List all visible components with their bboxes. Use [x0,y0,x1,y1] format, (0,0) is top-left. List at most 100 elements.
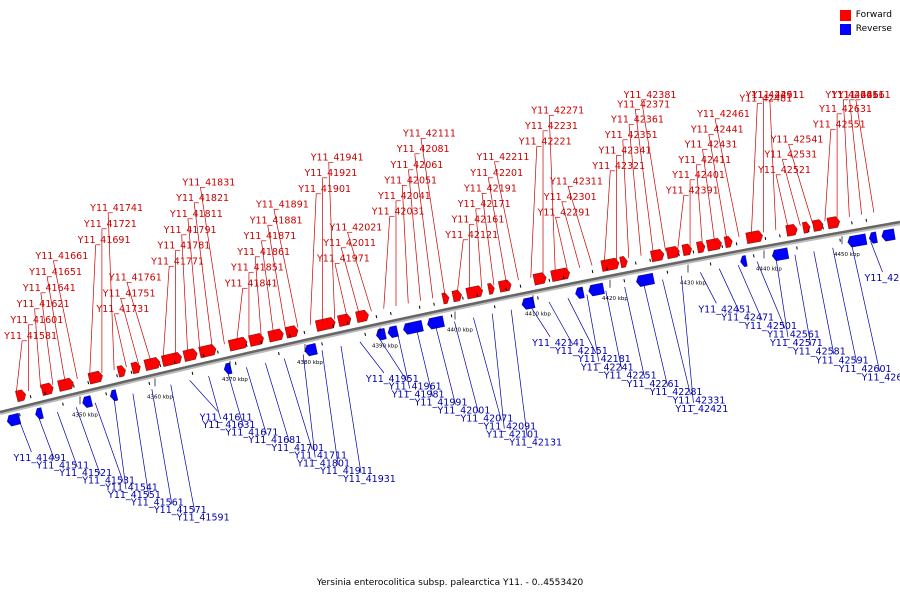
minor-tick [390,311,392,316]
reverse-gene-label: Y11_41511 [35,461,89,472]
minor-tick [364,332,367,336]
minor-tick [18,413,21,417]
forward-gene-label: Y11_42511 [751,90,805,101]
minor-tick [779,234,781,238]
minor-tick [822,226,824,230]
minor-ticks [18,218,868,417]
scale-label: 4350 kbp [72,412,98,418]
forward-callout-line [334,263,348,317]
reverse-gene-label: Y11_42131 [508,438,562,449]
reverse-gene-glyph [427,315,445,330]
reverse-gene-label: Y11_42091 [482,422,536,433]
minor-tick [537,296,539,300]
reverse-gene-label: Y11_42601 [838,364,892,375]
forward-gene-label: Y11_42221 [518,137,572,148]
reverse-gene-label: Y11_42071 [459,414,513,425]
reverse-gene-glyph [7,412,22,427]
minor-tick [649,258,651,262]
forward-gene-glyph [706,238,722,252]
forward-gene-label: Y11_41831 [181,177,235,188]
forward-gene-label: Y11_42491 [745,90,799,101]
minor-tick [692,250,695,254]
forward-gene-glyph [665,246,680,260]
minor-tick [130,370,133,374]
forward-callout-line [383,216,391,309]
forward-gene-glyph [650,249,665,263]
minor-tick [666,270,669,274]
minor-tick [303,330,306,335]
reverse-callout-line [359,341,385,374]
reverse-callout-line [378,337,408,381]
reverse-callout-line [113,398,127,490]
forward-callout-line [548,115,556,273]
forward-gene-glyph [619,256,628,269]
forward-gene-glyph [498,279,512,293]
minor-tick [851,221,853,225]
legend-reverse: Reverse [839,22,892,36]
minor-tick [807,228,810,233]
forward-gene-glyph [227,336,248,352]
reverse-gene-glyph [110,389,119,402]
forward-gene-glyph [785,224,798,237]
forward-gene-glyph [337,313,352,327]
forward-gene-label: Y11_41741 [89,203,143,214]
forward-gene-label: Y11_42341 [598,146,652,157]
forward-gene-label: Y11_41841 [224,278,278,289]
minor-tick [278,351,280,356]
forward-gene-glyph [681,243,692,256]
reverse-callout-line [340,345,362,474]
forward-gene-glyph [40,382,54,396]
forward-gene-label: Y11_42371 [616,99,670,110]
reverse-callout-line [397,333,411,389]
forward-gene-label: Y11_41941 [310,152,364,163]
reverse-callout-line [132,393,150,497]
reverse-callout-line [38,416,55,460]
forward-gene-label: Y11_41601 [9,315,63,326]
forward-gene-glyph [355,309,369,323]
forward-callout-line [475,208,483,288]
minor-tick [839,238,841,242]
forward-gene-glyph [550,267,570,282]
reverse-gene-glyph [636,272,655,287]
forward-gene-label: Y11_42481 [738,94,792,105]
reverse-callout-line [208,375,221,420]
minor-tick [709,262,712,266]
minor-tick [606,267,608,271]
forward-gene-label: Y11_41661 [34,251,88,262]
forward-gene-label: Y11_42661 [837,90,891,101]
forward-gene-glyph [696,241,706,254]
minor-tick [591,270,594,274]
reverse-gene-glyph [521,296,536,310]
forward-callout-line [347,232,372,312]
minor-tick [634,261,637,265]
forward-callout-line [187,218,201,350]
forward-callout-line [420,138,446,296]
reverse-callout-line [643,283,668,387]
forward-callout-line [34,308,41,388]
map-caption: Yersinia enterocolitica subsp. palearcti… [316,578,584,588]
forward-gene-label: Y11_41721 [83,219,137,230]
reverse-gene-glyph [304,343,318,357]
forward-gene-label: Y11_42041 [377,191,431,202]
minor-tick [321,342,323,346]
reverse-gene-glyph [376,328,387,341]
forward-gene-glyph [198,344,217,359]
minor-tick [234,361,237,365]
forward-gene-label: Y11_42551 [812,119,866,130]
forward-gene-label: Y11_42161 [451,214,505,225]
reverse-gene-glyph [387,325,399,338]
forward-callout-line [120,298,139,365]
forward-callout-line [530,146,538,278]
reverse-gene-label: Y11_42501 [743,321,797,332]
reverse-gene-label: Y11_41951 [365,374,419,385]
forward-callout-line [603,170,611,263]
reverse-callout-line [662,279,691,395]
minor-tick [346,321,349,325]
minor-tick [721,244,723,249]
forward-callout-line [254,256,262,336]
forward-gene-label: Y11_42231 [524,121,578,132]
reverse-callout-line [170,384,196,512]
forward-gene-label: Y11_41691 [77,235,131,246]
scale-label: 4450 kbp [834,252,860,258]
reverse-gene-label: Y11_42101 [485,430,539,441]
